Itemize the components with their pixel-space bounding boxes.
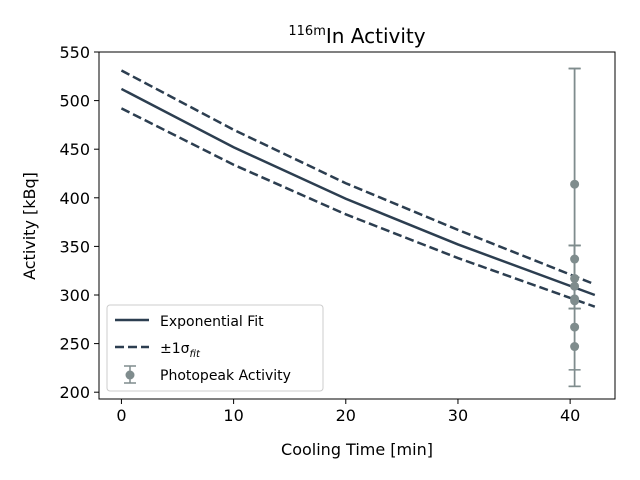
legend-label-sigma: ±1σfit xyxy=(160,341,201,360)
series-sigma-upper xyxy=(120,69,596,286)
data-point xyxy=(570,254,580,264)
y-tick-label: 550 xyxy=(59,43,90,62)
x-tick-label: 10 xyxy=(223,406,243,425)
x-tick-label: 30 xyxy=(448,406,468,425)
data-point xyxy=(570,179,580,189)
x-axis: 0 10 20 30 40 xyxy=(116,399,580,425)
y-tick-label: 250 xyxy=(59,335,90,354)
y-tick-label: 500 xyxy=(59,92,90,111)
chart-title: 116mIn Activity xyxy=(288,24,425,48)
data-point xyxy=(570,296,580,306)
legend-box xyxy=(106,304,324,392)
y-tick-label: 300 xyxy=(59,286,90,305)
x-axis-title: Cooling Time [min] xyxy=(281,440,433,459)
y-tick-label: 350 xyxy=(59,237,90,256)
plot-frame xyxy=(98,51,616,400)
legend-label-fit: Exponential Fit xyxy=(160,314,264,330)
x-tick-label: 0 xyxy=(116,406,126,425)
y-tick-label: 400 xyxy=(59,189,90,208)
y-axis: 200 250 300 350 400 450 500 550 xyxy=(59,43,99,402)
chart-title-superscript: 116m xyxy=(288,24,325,39)
y-tick-label: 450 xyxy=(59,140,90,159)
legend-label-photopeak: Photopeak Activity xyxy=(160,368,291,384)
x-tick-label: 20 xyxy=(336,406,356,425)
data-point xyxy=(570,273,580,283)
legend: Exponential Fit ±1σfit Photopeak Activit… xyxy=(106,304,324,392)
data-point xyxy=(570,281,580,291)
y-axis-title: Activity [kBq] xyxy=(20,172,39,280)
series-sigma-lower xyxy=(120,107,596,308)
x-tick-label: 40 xyxy=(560,406,580,425)
plot-area xyxy=(120,67,596,388)
legend-swatch-photopeak xyxy=(124,365,136,384)
data-point xyxy=(570,322,580,332)
y-tick-label: 200 xyxy=(59,383,90,402)
chart-title-main: In Activity xyxy=(326,24,426,48)
series-exponential-fit xyxy=(120,87,596,297)
data-point xyxy=(570,342,580,352)
